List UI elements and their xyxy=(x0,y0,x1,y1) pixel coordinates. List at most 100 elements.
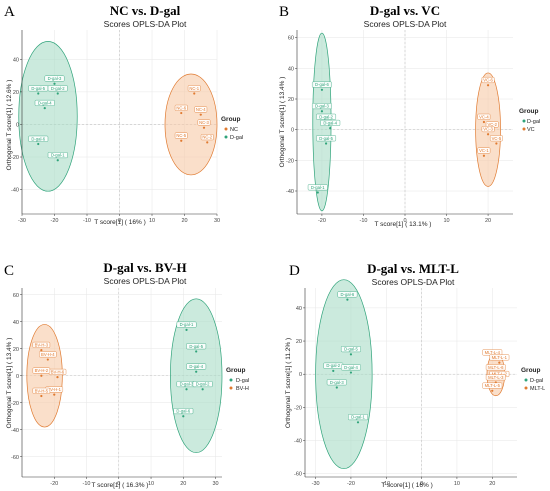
y-tick-label: 0 xyxy=(16,374,19,380)
point-label: NC-5 xyxy=(176,133,186,138)
point-label: NC-1 xyxy=(189,86,199,91)
x-tick-label: 20 xyxy=(181,218,187,224)
point-label: BV-H-5 xyxy=(35,388,49,393)
legend-marker xyxy=(524,378,528,382)
point-label-box xyxy=(348,414,368,421)
x-tick-label: 30 xyxy=(214,218,220,224)
data-point xyxy=(40,374,43,377)
point-label: NC-2 xyxy=(202,135,212,140)
point-label: BV-H-1 xyxy=(48,387,62,392)
point-label-box xyxy=(174,132,188,139)
x-tick-label: 30 xyxy=(212,481,218,487)
y-axis-label: Orthogonal T score[1] ( 12.6% ) xyxy=(6,80,13,171)
point-label: NC-4 xyxy=(196,107,206,112)
data-point xyxy=(43,107,46,110)
chart-subtitle: Scores OPLS-DA Plot xyxy=(372,277,455,287)
point-label-box xyxy=(176,321,197,328)
point-label-box xyxy=(44,75,65,82)
x-tick-label: -20 xyxy=(347,481,355,487)
point-label: MLT-L-6 xyxy=(488,365,504,370)
point-label-box xyxy=(485,364,506,371)
y-tick-label: -20 xyxy=(11,401,19,407)
point-label-box xyxy=(477,147,491,154)
confidence-ellipse xyxy=(164,73,218,176)
data-point xyxy=(40,394,43,398)
point-label: VC-1 xyxy=(479,148,489,153)
point-label-box xyxy=(482,382,503,389)
point-label-box xyxy=(481,126,495,133)
data-point xyxy=(53,393,56,396)
x-tick-label: 10 xyxy=(443,218,449,224)
point-label: D-gal-3 xyxy=(330,380,344,385)
point-label: BV-H-6 xyxy=(51,369,65,374)
point-label-box xyxy=(311,103,332,110)
panel-b: D-gal-6 D-gal-3 D-gal-2 D-gal-4 D-gal-5 D-gal… xyxy=(275,0,550,245)
point-label: MLT-L-5 xyxy=(485,383,501,388)
data-point xyxy=(316,191,319,194)
data-point xyxy=(498,361,501,364)
x-tick-label: 0 xyxy=(420,481,423,487)
point-label-box xyxy=(32,387,51,394)
data-point xyxy=(356,421,360,424)
y-tick-label: -40 xyxy=(286,189,294,195)
data-point xyxy=(495,142,498,145)
point-label-box xyxy=(186,363,207,370)
data-point xyxy=(180,139,183,142)
point-label: MLT-L-4 xyxy=(485,350,501,355)
y-tick-label: 0 xyxy=(16,122,19,128)
data-point xyxy=(195,350,198,353)
legend-marker xyxy=(522,127,526,131)
legend-marker xyxy=(224,127,228,131)
point-label: D-gal-1 xyxy=(180,322,194,327)
y-tick-label: -20 xyxy=(11,155,19,161)
point-label: D-gal-4 xyxy=(323,120,337,125)
point-label: MLT-L-2 xyxy=(492,371,508,376)
y-tick-label: 60 xyxy=(13,293,19,299)
point-label: MLT-L-1 xyxy=(492,355,508,360)
point-label: D-gal-6 xyxy=(341,292,355,297)
panel-d: D-gal-6 D-gal-5 D-gal-2 D-gal-4 D-gal-3 D-gal… xyxy=(275,246,550,491)
data-point xyxy=(56,159,59,162)
point-label-box xyxy=(28,135,49,142)
point-label: D-gal-5 xyxy=(189,344,203,349)
point-label-box xyxy=(481,76,495,83)
y-axis-label: Orthogonal T score[1] ( 11.2% ) xyxy=(285,338,292,428)
legend-title: Group xyxy=(521,367,541,374)
plot-area: D-gal-1 D-gal-5 D-gal-4 D-gal-3 D-gal-2 D-gal… xyxy=(11,288,223,487)
x-tick-label: -10 xyxy=(382,481,390,487)
point-label-box xyxy=(489,135,503,142)
point-label: D-gal-1 xyxy=(351,415,365,420)
legend-marker xyxy=(522,119,526,123)
point-label: BV-H-4 xyxy=(41,352,55,357)
point-label-box xyxy=(477,113,491,120)
point-label-box xyxy=(47,152,68,159)
x-tick-label: -10 xyxy=(359,218,367,224)
legend-title: Group xyxy=(226,367,246,374)
panel-c: D-gal-1 D-gal-5 D-gal-4 D-gal-3 D-gal-2 D-gal… xyxy=(0,246,275,491)
panel-letter: C xyxy=(4,263,14,279)
point-label: D-gal-3 xyxy=(315,104,329,109)
legend-item-1: D-gal xyxy=(530,378,543,384)
data-point xyxy=(482,154,486,157)
data-point xyxy=(180,111,183,115)
y-tick-label: -20 xyxy=(294,405,302,411)
confidence-ellipse xyxy=(18,41,78,192)
y-tick-label: 20 xyxy=(288,97,294,103)
x-tick-label: -10 xyxy=(83,218,91,224)
legend-item-2: D-gal xyxy=(230,135,243,141)
x-axis-label: T score[1] ( 16% ) xyxy=(94,219,146,226)
point-label: D-gal-1 xyxy=(311,185,325,190)
x-tick-label: 0 xyxy=(117,481,120,487)
point-label: VC-4 xyxy=(479,114,489,119)
point-label: D-gal-4 xyxy=(189,364,203,369)
y-tick-label: -20 xyxy=(286,158,294,164)
point-label-box xyxy=(173,408,194,415)
point-label-box xyxy=(174,104,188,111)
point-label-box xyxy=(337,291,358,298)
chart-title: D-gal vs. BV-H xyxy=(103,260,186,275)
plot-area: NC-1 NC-6 NC-4 NC-3 NC-5 NC-2 D-gal-3D-gal-5 D-… xyxy=(11,30,220,224)
point-label: D-gal-3 xyxy=(180,382,194,387)
y-tick-label: 20 xyxy=(13,90,19,96)
point-label: NC-6 xyxy=(176,105,186,110)
data-point xyxy=(486,84,490,87)
